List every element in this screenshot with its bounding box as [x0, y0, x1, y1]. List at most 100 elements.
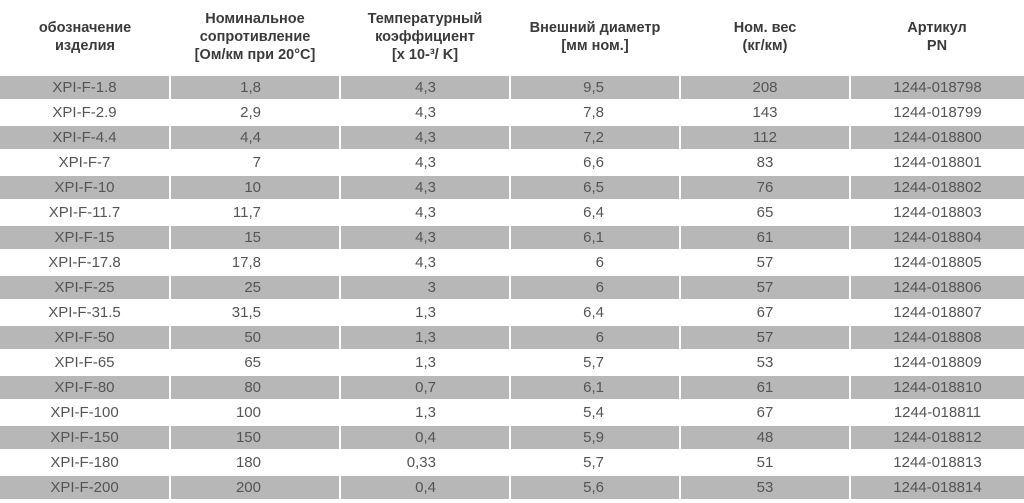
cell: XPI-F-2.9 — [0, 99, 170, 125]
cell: 1244-018806 — [849, 274, 1024, 300]
table-row: XPI-F-10 10 4,3 6,5 76 1244-018802 — [0, 174, 1024, 200]
cell: 2,9 — [169, 99, 340, 125]
table-row: XPI-F-25 25 3 6 57 1244-018806 — [0, 274, 1024, 300]
table-row: XPI-F-50 50 1,3 6 57 1244-018808 — [0, 324, 1024, 350]
cell: XPI-F-1.8 — [0, 74, 170, 100]
header-line: Внешний диаметр — [529, 20, 661, 36]
cell: 4,3 — [339, 249, 510, 275]
cell: 208 — [679, 74, 850, 100]
cell: XPI-F-7 — [0, 149, 170, 175]
cell: 1244-018813 — [849, 449, 1024, 475]
cell: XPI-F-11.7 — [0, 199, 170, 225]
header-cell: Температурный коэффициент [x 10-³/ K] — [340, 0, 510, 76]
cell: XPI-F-10 — [0, 174, 170, 200]
cell: 15 — [169, 224, 340, 250]
cell: 1,3 — [339, 324, 510, 350]
cell: XPI-F-15 — [0, 224, 170, 250]
cell: XPI-F-180 — [0, 449, 170, 475]
cell: 65 — [169, 349, 340, 375]
table-row: XPI-F-17.8 17,8 4,3 6 57 1244-018805 — [0, 249, 1024, 275]
cell: 65 — [679, 199, 850, 225]
cell: 4,3 — [339, 149, 510, 175]
cell: 4,3 — [339, 174, 510, 200]
cell: 57 — [679, 274, 850, 300]
cell: 1244-018805 — [849, 249, 1024, 275]
table-row: XPI-F-4.4 4,4 4,3 7,2 112 1244-018800 — [0, 124, 1024, 150]
cell: 1,3 — [339, 349, 510, 375]
cell: 1244-018799 — [849, 99, 1024, 125]
cell: 6,4 — [509, 199, 680, 225]
cell: 53 — [679, 349, 850, 375]
cell: 1244-018809 — [849, 349, 1024, 375]
cell: 1244-018803 — [849, 199, 1024, 225]
cell: XPI-F-25 — [0, 274, 170, 300]
table-row: XPI-F-150 150 0,4 5,9 48 1244-018812 — [0, 424, 1024, 450]
cell: 1244-018800 — [849, 124, 1024, 150]
cell: 57 — [679, 249, 850, 275]
header-line: обозначение — [38, 20, 132, 36]
cell: XPI-F-150 — [0, 424, 170, 450]
cell: 1,3 — [339, 299, 510, 325]
cell: 61 — [679, 374, 850, 400]
cell: 51 — [679, 449, 850, 475]
cell: 83 — [679, 149, 850, 175]
cell: 5,4 — [509, 399, 680, 425]
table-row: XPI-F-65 65 1,3 5,7 53 1244-018809 — [0, 349, 1024, 375]
cell: 4,4 — [169, 124, 340, 150]
cell: 0,4 — [339, 424, 510, 450]
header-line: [x 10-³/ K] — [391, 47, 459, 63]
header-line: PN — [926, 38, 948, 54]
table-row: XPI-F-180 180 0,33 5,7 51 1244-018813 — [0, 449, 1024, 475]
cell: 112 — [679, 124, 850, 150]
cell: 1244-018808 — [849, 324, 1024, 350]
cell: 180 — [169, 449, 340, 475]
header-line: коэффициент — [375, 29, 475, 45]
header-line: изделия — [55, 38, 115, 54]
header-row: обозначение изделия Номинальное сопротивлен… — [0, 0, 1024, 76]
cell: 150 — [169, 424, 340, 450]
cell: 80 — [169, 374, 340, 400]
cell: 6 — [509, 274, 680, 300]
cell: 4,3 — [339, 124, 510, 150]
cell: XPI-F-50 — [0, 324, 170, 350]
cell: 6,6 — [509, 149, 680, 175]
cell: 6,1 — [509, 374, 680, 400]
header-cell: Номинальное сопротивление [Ом/км при 20°C] — [170, 0, 340, 76]
cell: 6,4 — [509, 299, 680, 325]
cell: 67 — [679, 399, 850, 425]
cell: 5,6 — [509, 474, 680, 499]
header-cell: обозначение изделия — [0, 0, 170, 76]
cell: 5,9 — [509, 424, 680, 450]
cell: 1,3 — [339, 399, 510, 425]
cell: 0,33 — [339, 449, 510, 475]
cell: 1244-018810 — [849, 374, 1024, 400]
header-line: Артикул — [907, 20, 967, 36]
cell: 5,7 — [509, 449, 680, 475]
cell: XPI-F-65 — [0, 349, 170, 375]
cell: XPI-F-31.5 — [0, 299, 170, 325]
cell: XPI-F-17.8 — [0, 249, 170, 275]
table-row: XPI-F-11.7 11,7 4,3 6,4 65 1244-018803 — [0, 199, 1024, 225]
table-row: XPI-F-80 80 0,7 6,1 61 1244-018810 — [0, 374, 1024, 400]
cell: 6 — [509, 249, 680, 275]
header-line: [мм ном.] — [561, 38, 629, 54]
cell: 31,5 — [169, 299, 340, 325]
cell: 1244-018802 — [849, 174, 1024, 200]
table-row: XPI-F-31.5 31,5 1,3 6,4 67 1244-018807 — [0, 299, 1024, 325]
cell: XPI-F-200 — [0, 474, 170, 499]
cell: 50 — [169, 324, 340, 350]
cell: 4,3 — [339, 99, 510, 125]
header-cell: Внешний диаметр [мм ном.] — [510, 0, 680, 76]
cell: 7 — [169, 149, 340, 175]
cell: 25 — [169, 274, 340, 300]
cell: 6 — [509, 324, 680, 350]
cell: 61 — [679, 224, 850, 250]
cell: 9,5 — [509, 74, 680, 100]
cell: 100 — [169, 399, 340, 425]
cell: 1244-018812 — [849, 424, 1024, 450]
header-cell: Ном. вес (кг/км) — [680, 0, 850, 76]
cell: 6,1 — [509, 224, 680, 250]
header-line: [Ом/км при 20°C] — [194, 47, 316, 63]
